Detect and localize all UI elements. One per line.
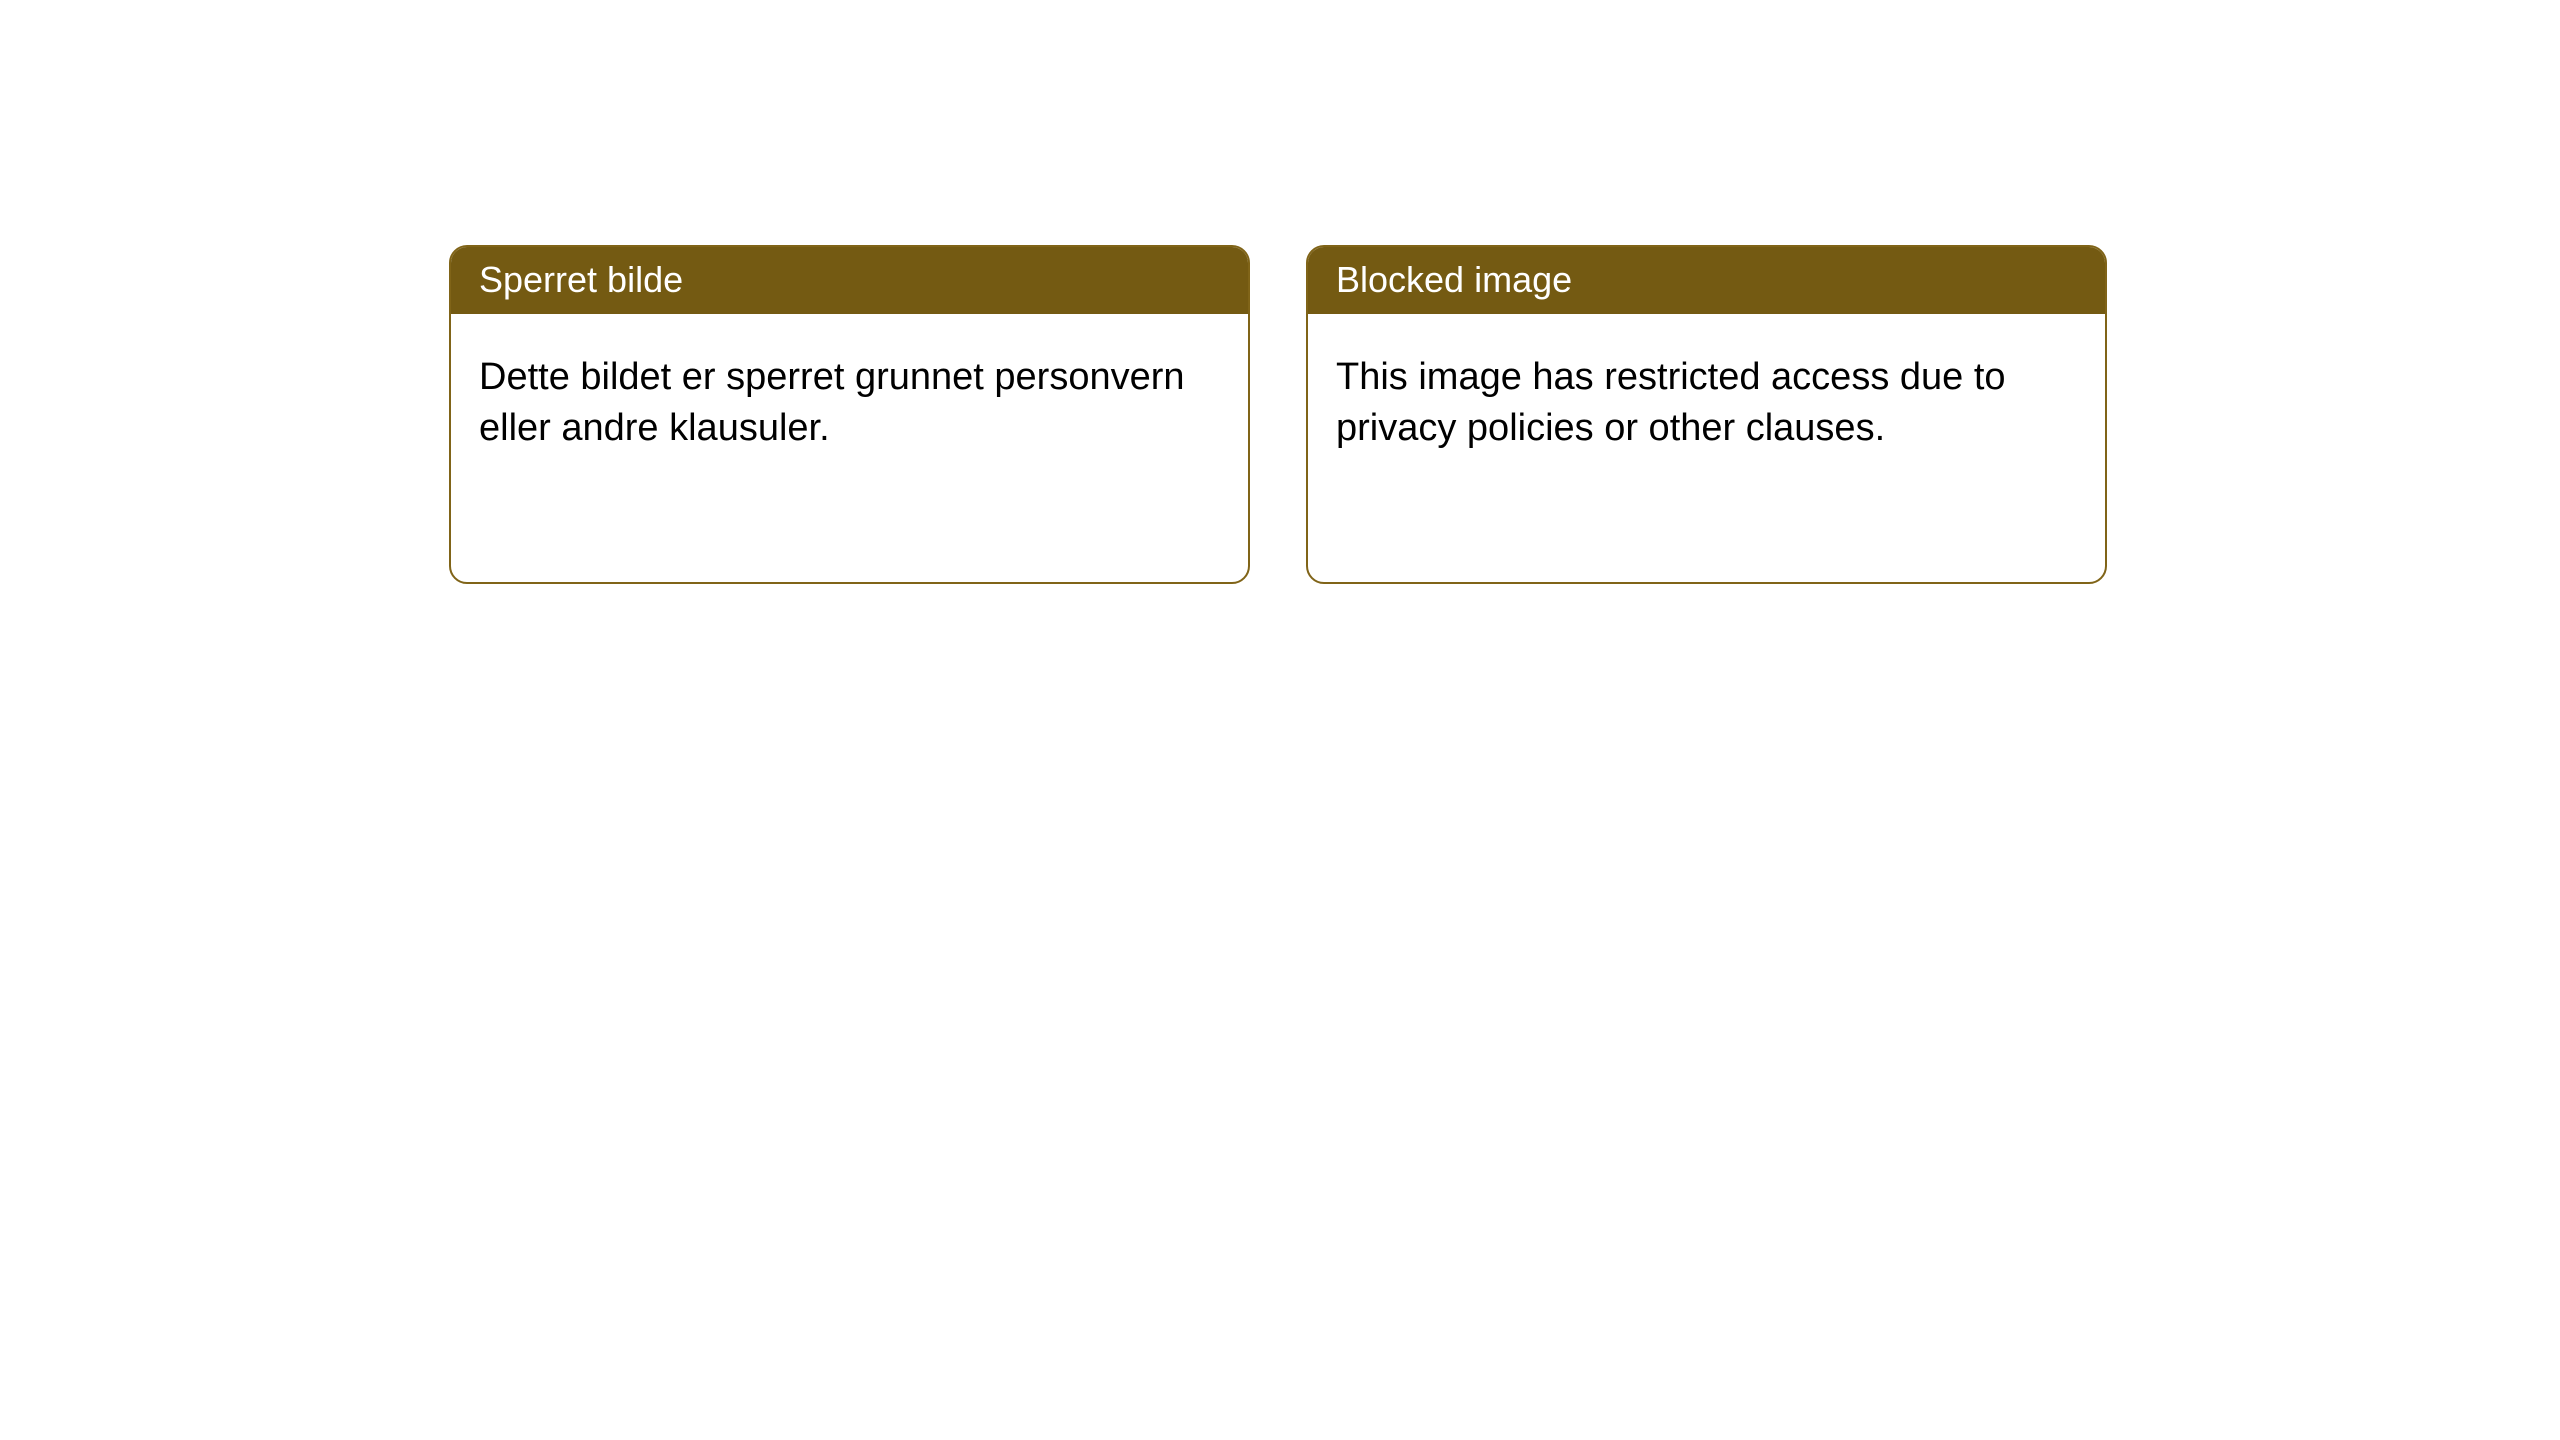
card-header-text: Blocked image xyxy=(1336,259,1572,300)
card-header-no: Sperret bilde xyxy=(451,247,1248,314)
card-body-text: This image has restricted access due to … xyxy=(1336,356,2006,449)
blocked-image-card-en: Blocked image This image has restricted … xyxy=(1306,245,2107,584)
notice-cards-container: Sperret bilde Dette bildet er sperret gr… xyxy=(449,245,2107,584)
card-body-text: Dette bildet er sperret grunnet personve… xyxy=(479,356,1185,449)
card-header-en: Blocked image xyxy=(1308,247,2105,314)
blocked-image-card-no: Sperret bilde Dette bildet er sperret gr… xyxy=(449,245,1250,584)
card-body-no: Dette bildet er sperret grunnet personve… xyxy=(451,314,1248,493)
card-header-text: Sperret bilde xyxy=(479,259,683,300)
card-body-en: This image has restricted access due to … xyxy=(1308,314,2105,493)
